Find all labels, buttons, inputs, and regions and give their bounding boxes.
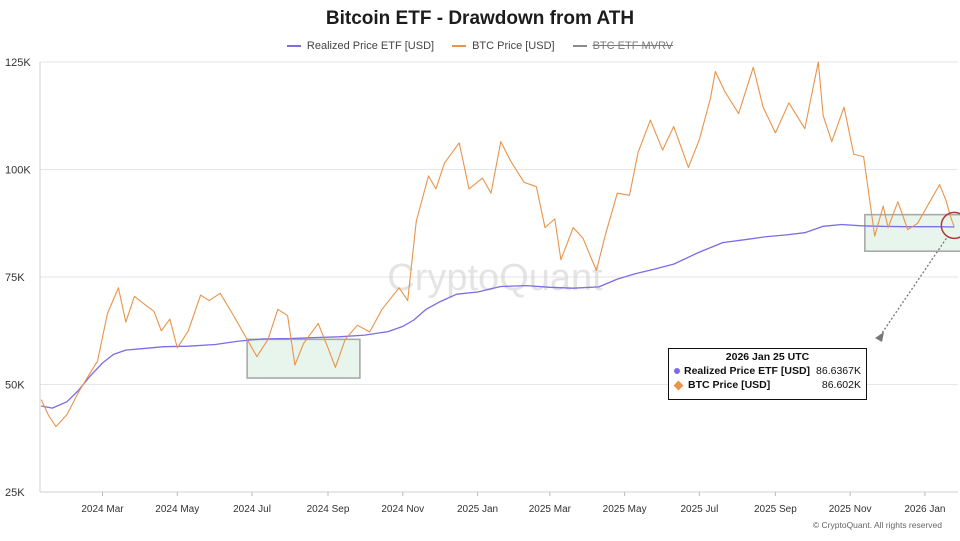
x-tick-label: 2024 May <box>155 504 199 515</box>
tooltip: 2026 Jan 25 UTC Realized Price ETF [USD]… <box>668 348 867 400</box>
legend: Realized Price ETF [USD] BTC Price [USD]… <box>0 40 960 52</box>
x-tick-label: 2025 Nov <box>829 504 872 515</box>
legend-label-realized-price: Realized Price ETF [USD] <box>306 40 435 52</box>
tooltip-row-btc-value: 86.602K <box>821 379 861 391</box>
legend-label-mvrv: BTC ETF MVRV <box>592 40 674 52</box>
diamond-marker-icon <box>673 380 684 390</box>
x-tick-label: 2025 Jan <box>457 504 498 515</box>
y-tick-label: 25K <box>5 487 25 499</box>
tooltip-row-btc: BTC Price [USD] 86.602K <box>669 379 866 391</box>
tooltip-row-realized: Realized Price ETF [USD] 86.6367K <box>669 365 866 377</box>
highlight-box <box>246 338 361 379</box>
y-tick-label: 75K <box>5 272 25 284</box>
x-tick-label: 2026 Jan <box>904 504 945 515</box>
annotation-arrow <box>879 238 947 337</box>
y-tick-label: 50K <box>5 380 25 392</box>
tooltip-row-btc-name: BTC Price [USD] <box>688 379 771 391</box>
legend-item-mvrv[interactable]: BTC ETF MVRV <box>572 40 674 52</box>
x-tick-label: 2025 Sep <box>754 504 797 515</box>
y-tick-label: 125K <box>5 57 31 69</box>
circle-marker-icon <box>674 368 680 374</box>
legend-label-btc-price: BTC Price [USD] <box>472 40 555 52</box>
legend-item-realized-price[interactable]: Realized Price ETF [USD] <box>286 40 435 52</box>
legend-swatch-mvrv <box>572 45 587 47</box>
legend-item-btc-price[interactable]: BTC Price [USD] <box>452 40 555 52</box>
x-tick-label: 2024 Jul <box>233 504 271 515</box>
x-tick-label: 2024 Sep <box>307 504 350 515</box>
series-line-realized-price <box>41 223 955 409</box>
annotation-circle <box>940 211 960 240</box>
x-tick-label: 2025 Mar <box>529 504 572 515</box>
legend-swatch-btc-price <box>452 45 467 47</box>
chart-title: Bitcoin ETF - Drawdown from ATH <box>325 8 635 29</box>
x-tick-label: 2024 Nov <box>381 504 424 515</box>
tooltip-row-realized-name: Realized Price ETF [USD] <box>684 365 811 377</box>
watermark: CryptoQuant <box>387 257 603 299</box>
x-tick-label: 2025 May <box>603 504 647 515</box>
legend-swatch-realized-price <box>286 45 301 47</box>
x-tick-label: 2024 Mar <box>81 504 124 515</box>
copyright: © CryptoQuant. All rights reserved <box>812 520 942 530</box>
tooltip-date: 2026 Jan 25 UTC <box>725 351 810 363</box>
y-tick-label: 100K <box>5 165 31 177</box>
annotation-arrow-head <box>875 332 884 342</box>
x-tick-label: 2025 Jul <box>680 504 718 515</box>
series-line-btc-price <box>40 61 955 428</box>
tooltip-row-realized-value: 86.6367K <box>816 365 861 377</box>
